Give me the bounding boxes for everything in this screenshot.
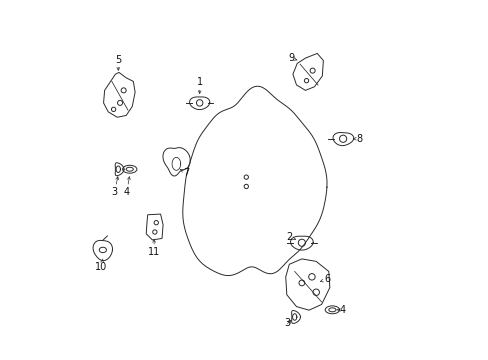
Text: 3: 3 (284, 319, 291, 328)
Text: 8: 8 (352, 134, 362, 144)
Text: 10: 10 (95, 259, 107, 272)
Text: 1: 1 (196, 77, 203, 94)
Text: 4: 4 (336, 305, 346, 315)
Text: 4: 4 (123, 177, 130, 197)
Text: 2: 2 (285, 232, 295, 242)
Text: 6: 6 (320, 274, 329, 284)
Text: 3: 3 (111, 177, 119, 197)
Text: 9: 9 (287, 53, 296, 63)
Text: 5: 5 (115, 54, 121, 70)
Text: 7: 7 (180, 168, 189, 178)
Text: 11: 11 (148, 239, 160, 257)
